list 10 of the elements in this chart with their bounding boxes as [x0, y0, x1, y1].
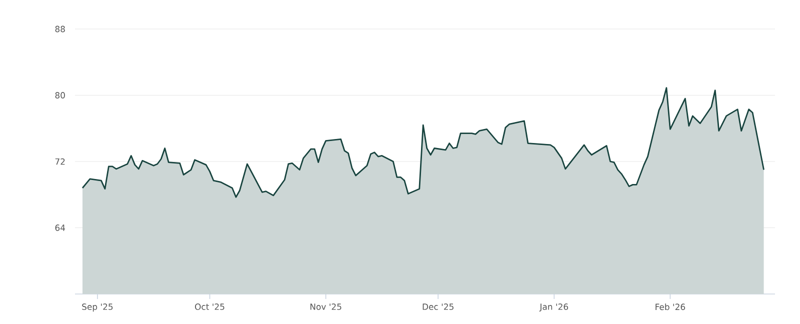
y-tick-label: 64	[55, 224, 65, 231]
x-tick-label: Feb '26	[656, 304, 686, 310]
x-tick-label: Dec '25	[422, 304, 454, 310]
x-tick-label: Oct '25	[195, 304, 224, 310]
y-tick-label: 72	[55, 158, 65, 165]
x-tick-label: Sep '25	[82, 304, 113, 312]
y-tick-label: 80	[55, 92, 65, 98]
y-tick-label: 88	[55, 26, 65, 32]
x-tick-label: Jan '26	[539, 304, 568, 312]
x-tick-label: Nov '25	[310, 304, 342, 310]
